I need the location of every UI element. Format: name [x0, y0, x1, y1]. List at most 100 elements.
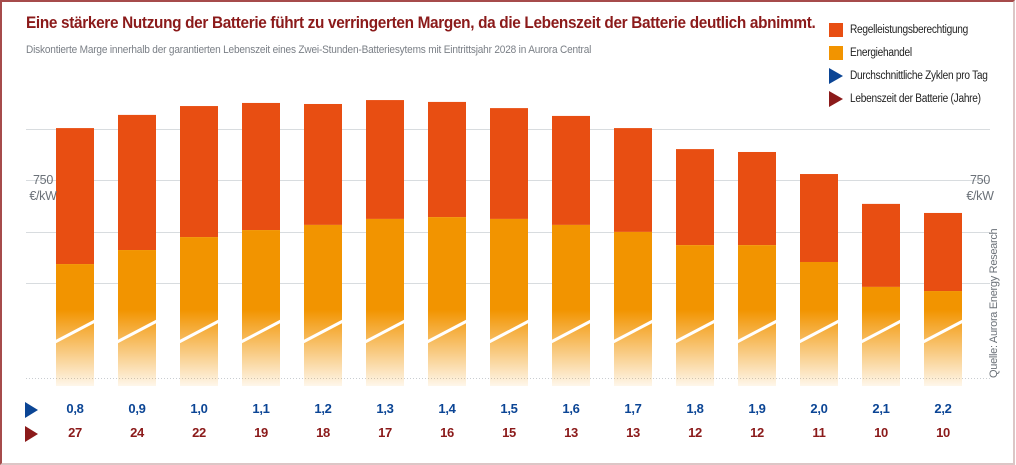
legend-label: Lebenszeit der Batterie (Jahre) — [850, 92, 981, 105]
legend-item-lifetime: Lebenszeit der Batterie (Jahre) — [829, 87, 1006, 110]
axis-break-mark — [612, 319, 654, 344]
lifetime-row-icon — [25, 426, 38, 442]
source-note: Quelle: Aurora Energy Research — [988, 228, 1000, 378]
lifetime-value: 10 — [874, 425, 888, 440]
axis-break-mark — [302, 319, 344, 344]
axis-break-mark — [116, 319, 158, 344]
lifetime-value: 18 — [316, 425, 330, 440]
cycles-value: 1,5 — [500, 401, 518, 416]
lifetime-value: 13 — [626, 425, 640, 440]
bar-energiehandel-fade — [428, 310, 466, 386]
bar-group — [736, 151, 778, 386]
bar-energiehandel — [118, 250, 156, 310]
bar-regelleistung — [614, 128, 652, 232]
lifetime-value: 16 — [440, 425, 454, 440]
bar-group — [550, 115, 592, 386]
bar-energiehandel — [180, 237, 218, 310]
bar-regelleistung — [118, 114, 156, 251]
bars — [54, 100, 964, 386]
y-tick-750-left: 750 — [33, 173, 53, 187]
bar-energiehandel-fade — [56, 310, 94, 386]
bar-energiehandel-fade — [180, 310, 218, 386]
axis-break-mark — [736, 319, 778, 344]
bar-group — [240, 102, 282, 386]
bar-regelleistung — [552, 115, 590, 225]
lifetime-value: 10 — [936, 425, 950, 440]
bar-energiehandel — [676, 245, 714, 310]
bar-regelleistung — [428, 101, 466, 218]
bar-energiehandel-fade — [118, 310, 156, 386]
axis-break-mark — [426, 319, 468, 344]
cycles-value: 1,8 — [686, 401, 704, 416]
triangle-right-icon — [829, 90, 843, 107]
bar-group — [116, 114, 158, 386]
bar-energiehandel — [924, 291, 962, 310]
cycles-value: 1,1 — [252, 401, 270, 416]
triangle-right-icon — [829, 67, 843, 84]
bar-energiehandel — [552, 224, 590, 310]
bar-group — [364, 100, 406, 386]
cycles-row-icon — [25, 402, 38, 418]
y-axis-label-left: 750 €/kW — [18, 172, 68, 204]
bar-regelleistung — [180, 106, 218, 238]
y-tick-750-right: 750 — [970, 173, 990, 187]
bar-energiehandel-fade — [242, 310, 280, 386]
cycles-value: 1,6 — [562, 401, 580, 416]
bar-energiehandel-fade — [862, 310, 900, 386]
legend: Regelleistungsberechtigung Energiehandel… — [829, 18, 1006, 110]
bar-energiehandel-fade — [924, 310, 962, 386]
bar-energiehandel — [614, 231, 652, 310]
axis-break-mark — [240, 319, 282, 344]
lifetime-value: 24 — [130, 425, 144, 440]
bar-regelleistung — [366, 100, 404, 219]
bar-energiehandel-fade — [366, 310, 404, 386]
lifetime-value: 27 — [68, 425, 82, 440]
cycles-value: 0,8 — [66, 401, 84, 416]
lifetime-value: 22 — [192, 425, 206, 440]
cycles-value: 1,2 — [314, 401, 332, 416]
cycles-value: 0,9 — [128, 401, 146, 416]
bar-energiehandel — [800, 261, 838, 310]
bar-group — [674, 149, 716, 386]
bar-energiehandel — [304, 224, 342, 310]
bar-group — [302, 103, 344, 386]
bar-regelleistung — [304, 103, 342, 225]
lifetime-value: 11 — [812, 425, 826, 440]
legend-label: Regelleistungsberechtigung — [850, 23, 969, 36]
bar-regelleistung — [676, 149, 714, 246]
axis-break-mark — [798, 319, 840, 344]
bar-energiehandel-fade — [552, 310, 590, 386]
cycles-value: 1,4 — [438, 401, 456, 416]
cycles-value: 2,0 — [810, 401, 828, 416]
legend-item-energiehandel: Energiehandel — [829, 41, 1006, 64]
bar-group — [54, 128, 96, 386]
legend-swatch-energiehandel — [829, 45, 843, 60]
legend-swatch-regelleistung — [829, 22, 843, 37]
legend-item-regelleistung: Regelleistungsberechtigung — [829, 18, 1006, 41]
lifetime-value: 19 — [254, 425, 268, 440]
bar-regelleistung — [56, 128, 94, 265]
lifetime-value: 12 — [750, 425, 764, 440]
bar-group — [860, 203, 902, 386]
lifetime-value: 12 — [688, 425, 702, 440]
legend-item-cycles: Durchschnittliche Zyklen pro Tag — [829, 64, 1006, 87]
bar-energiehandel — [366, 218, 404, 310]
bar-group — [798, 174, 840, 386]
legend-label: Durchschnittliche Zyklen pro Tag — [850, 69, 988, 82]
bar-regelleistung — [738, 151, 776, 246]
axis-break-mark — [178, 319, 220, 344]
axis-break-mark — [488, 319, 530, 344]
axis-break-mark — [54, 319, 96, 344]
bar-regelleistung — [862, 203, 900, 287]
bar-regelleistung — [242, 102, 280, 231]
bar-energiehandel — [428, 217, 466, 310]
bar-energiehandel — [862, 286, 900, 310]
bar-group — [426, 101, 468, 386]
bar-energiehandel-fade — [304, 310, 342, 386]
bar-energiehandel — [738, 245, 776, 310]
y-unit-right: €/kW — [966, 189, 994, 203]
bar-group — [922, 212, 964, 386]
lifetime-value: 13 — [564, 425, 578, 440]
